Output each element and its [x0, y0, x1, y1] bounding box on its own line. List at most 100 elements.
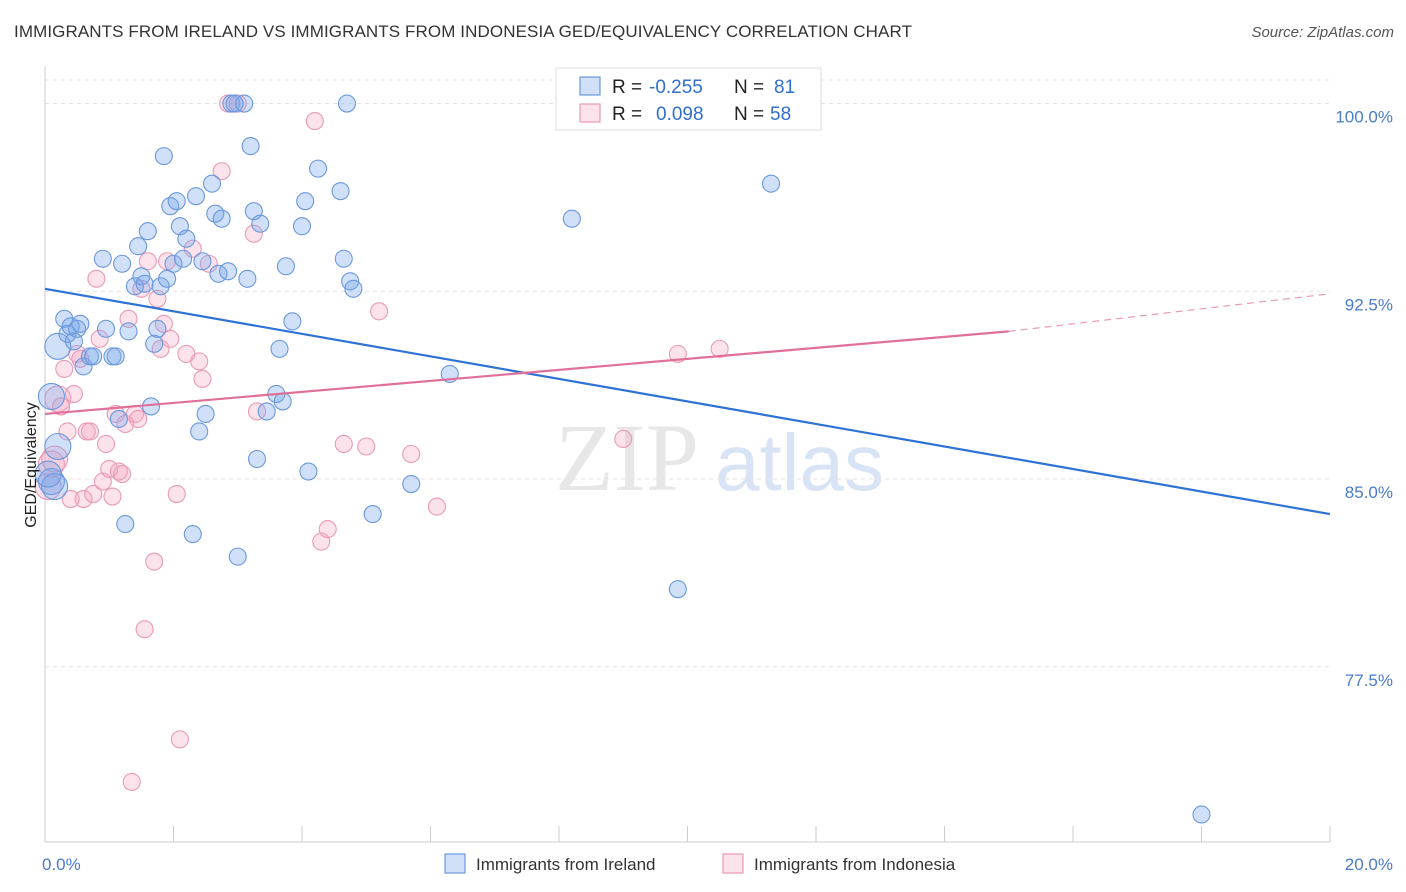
indonesia-points [34, 94, 729, 791]
series-legend-ireland: Immigrants from Ireland [476, 855, 656, 874]
indonesia-point-50 [305, 112, 324, 131]
indonesia-point-37 [161, 329, 180, 348]
ireland-point-9 [71, 314, 90, 333]
ireland-point-62 [296, 192, 315, 211]
indonesia-point-53 [334, 434, 353, 454]
ireland-point-19 [119, 322, 138, 341]
ireland-point-64 [309, 159, 328, 178]
ireland-point-80 [225, 94, 244, 113]
indonesia-point-58 [614, 429, 633, 449]
watermark-zip: ZIP [555, 404, 699, 511]
grid-lines [45, 79, 1330, 668]
indonesia-point-60 [710, 339, 729, 358]
ireland-point-45 [212, 209, 231, 228]
ireland-point-35 [174, 249, 193, 268]
legend-r-value-ireland: -0.255 [649, 77, 703, 98]
ireland-point-0 [37, 467, 65, 496]
indonesia-point-4 [52, 397, 71, 416]
y-tick-label-3: 100.0% [1335, 108, 1393, 127]
ireland-point-60 [283, 312, 302, 331]
source-label: Source: ZipAtlas.com [1251, 24, 1394, 41]
indonesia-point-8 [64, 384, 83, 403]
indonesia-point-57 [427, 497, 446, 516]
x-tick-min: 0.0% [42, 855, 81, 874]
legend-r-label-ireland: R = [612, 77, 642, 98]
indonesia-trend-extension [1008, 293, 1331, 332]
ireland-point-46 [219, 262, 238, 281]
ireland-point-73 [562, 209, 581, 228]
ireland-point-76 [1192, 805, 1211, 824]
ireland-point-26 [145, 334, 164, 353]
ireland-point-66 [334, 249, 353, 268]
indonesia-point-28 [129, 409, 148, 429]
ireland-point-51 [241, 137, 260, 156]
indonesia-point-52 [318, 520, 337, 539]
ireland-point-40 [193, 252, 212, 271]
indonesia-point-22 [109, 462, 128, 481]
ireland-point-71 [402, 474, 421, 494]
ireland-point-59 [276, 257, 295, 276]
ireland-points [34, 94, 1211, 824]
legend-n-label-indonesia: N = [734, 104, 764, 125]
ireland-point-58 [273, 392, 292, 411]
y-axis-label: GED/Equivalency [23, 402, 40, 527]
ireland-trend-line [44, 287, 1331, 516]
indonesia-point-31 [138, 252, 157, 271]
axes [44, 66, 1331, 843]
y-tick-label-2: 92.5% [1345, 295, 1393, 314]
ireland-point-2 [44, 432, 72, 461]
indonesia-point-56 [402, 444, 421, 464]
ireland-point-4 [55, 309, 74, 328]
ireland-point-36 [177, 229, 196, 248]
series-legend-indonesia: Immigrants from Indonesia [754, 855, 956, 874]
series-legend-swatch-ireland [444, 853, 466, 874]
ireland-point-28 [151, 277, 170, 296]
indonesia-point-21 [106, 404, 125, 423]
ireland-point-63 [299, 462, 318, 481]
indonesia-point-15 [87, 269, 106, 288]
indonesia-point-38 [167, 485, 186, 504]
ireland-point-50 [238, 269, 257, 288]
ireland-point-29 [154, 147, 173, 166]
indonesia-point-45 [212, 162, 231, 181]
indonesia-point-14 [84, 485, 103, 504]
legend-n-value-indonesia: 58 [770, 104, 791, 125]
indonesia-trend-line [44, 330, 1009, 416]
y-tick-label-0: 77.5% [1345, 671, 1393, 690]
indonesia-point-26 [122, 772, 141, 791]
indonesia-point-42 [190, 352, 209, 371]
legend-r-value-indonesia: 0.098 [656, 104, 704, 125]
series-legend-swatch-indonesia [722, 853, 744, 874]
indonesia-point-54 [357, 437, 376, 456]
indonesia-point-32 [145, 552, 164, 571]
ireland-point-67 [337, 94, 357, 113]
ireland-point-42 [203, 174, 222, 193]
ireland-point-8 [68, 319, 87, 338]
indonesia-point-13 [80, 422, 100, 441]
ireland-point-24 [138, 222, 157, 241]
stats-legend: R = -0.255 N = 81 R = 0.098 N = 58 [555, 67, 822, 131]
indonesia-point-16 [90, 329, 109, 348]
ireland-point-12 [84, 347, 103, 366]
ireland-point-21 [129, 237, 148, 256]
y-tick-label-1: 85.0% [1345, 483, 1393, 502]
indonesia-point-48 [244, 224, 263, 243]
chart-title: IMMIGRANTS FROM IRELAND VS IMMIGRANTS FR… [14, 22, 913, 41]
ireland-point-79 [34, 460, 62, 488]
ireland-point-16 [109, 409, 128, 429]
ireland-point-18 [116, 515, 135, 534]
ireland-point-49 [235, 94, 254, 113]
legend-swatch-ireland [579, 76, 601, 96]
trend-lines [44, 287, 1331, 516]
legend-n-label-ireland: N = [734, 77, 764, 98]
ireland-point-10 [74, 357, 93, 376]
ireland-point-32 [164, 254, 183, 273]
indonesia-point-11 [74, 490, 93, 509]
ireland-point-17 [113, 254, 132, 273]
legend-r-label-indonesia: R = [612, 104, 642, 125]
indonesia-point-30 [135, 620, 154, 639]
legend-swatch-indonesia [579, 103, 601, 123]
indonesia-point-6 [58, 422, 77, 441]
ireland-point-23 [135, 274, 154, 293]
